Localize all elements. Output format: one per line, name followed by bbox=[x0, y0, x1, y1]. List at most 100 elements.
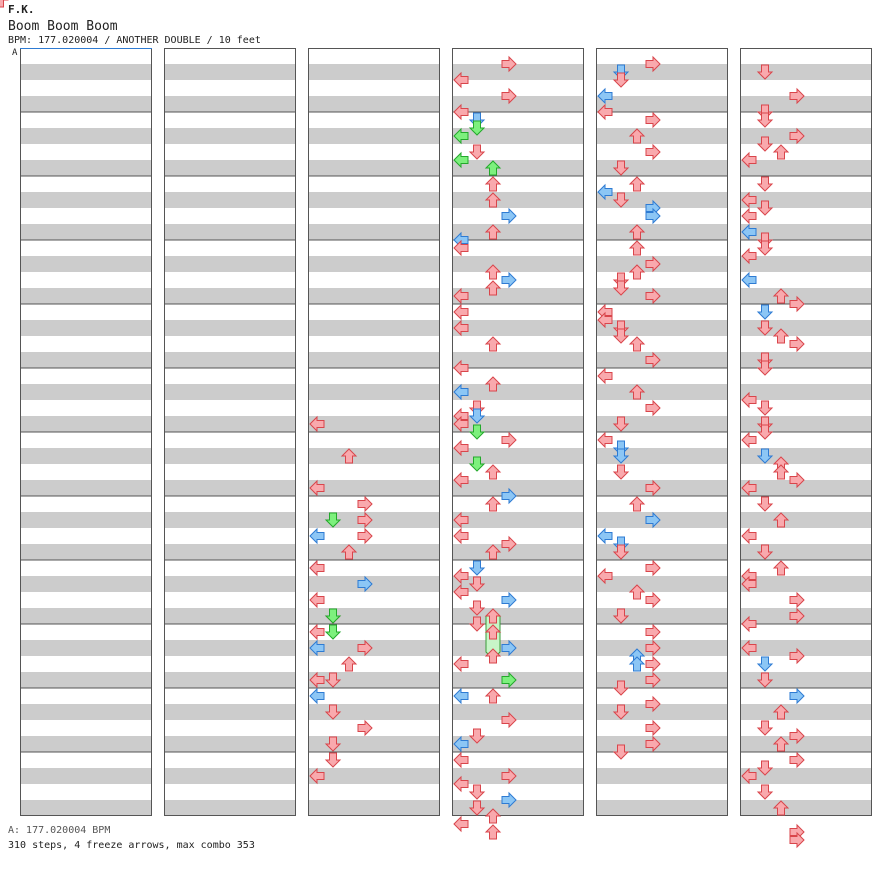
step-arrow bbox=[501, 535, 517, 553]
step-arrow bbox=[772, 464, 790, 480]
step-arrow bbox=[741, 527, 757, 545]
step-arrow bbox=[645, 639, 661, 657]
step-arrow bbox=[468, 144, 486, 160]
step-arrow bbox=[468, 456, 486, 472]
step-arrow bbox=[453, 511, 469, 529]
bpm-marker: A bbox=[12, 48, 18, 58]
chart-column bbox=[164, 48, 296, 816]
step-arrow bbox=[789, 687, 805, 705]
step-arrow bbox=[597, 431, 613, 449]
step-arrow bbox=[309, 527, 325, 545]
step-arrow bbox=[756, 400, 774, 416]
step-arrow bbox=[484, 160, 502, 176]
step-arrow bbox=[756, 176, 774, 192]
step-arrow bbox=[772, 144, 790, 160]
step-arrow bbox=[756, 360, 774, 376]
chart-column bbox=[20, 48, 152, 816]
step-arrow bbox=[612, 192, 630, 208]
step-arrow bbox=[772, 560, 790, 576]
step-arrow bbox=[468, 560, 486, 576]
step-arrow bbox=[484, 624, 502, 640]
step-arrow bbox=[468, 120, 486, 136]
step-arrow bbox=[756, 672, 774, 688]
step-arrow bbox=[484, 176, 502, 192]
step-arrow bbox=[468, 784, 486, 800]
step-arrow bbox=[597, 567, 613, 585]
step-arrow bbox=[741, 223, 757, 241]
step-arrow bbox=[309, 767, 325, 785]
step-arrow bbox=[772, 328, 790, 344]
step-arrow bbox=[741, 207, 757, 225]
step-arrow bbox=[756, 136, 774, 152]
step-arrow bbox=[741, 431, 757, 449]
step-arrow bbox=[324, 736, 342, 752]
step-arrow bbox=[756, 784, 774, 800]
step-arrow bbox=[597, 87, 613, 105]
step-arrow bbox=[645, 479, 661, 497]
bpm-legend: A: 177.020004 BPM bbox=[8, 825, 111, 836]
step-arrow bbox=[484, 224, 502, 240]
step-arrow bbox=[453, 527, 469, 545]
step-arrow bbox=[484, 280, 502, 296]
step-arrow bbox=[501, 639, 517, 657]
step-arrow bbox=[741, 615, 757, 633]
step-arrow bbox=[453, 303, 469, 321]
step-arrow bbox=[453, 655, 469, 673]
step-arrow bbox=[484, 824, 502, 840]
step-arrow bbox=[468, 408, 486, 424]
step-arrow bbox=[501, 271, 517, 289]
step-arrow bbox=[484, 464, 502, 480]
step-arrow bbox=[772, 800, 790, 816]
step-arrow bbox=[789, 87, 805, 105]
step-arrow bbox=[628, 496, 646, 512]
step-arrow bbox=[612, 416, 630, 432]
step-arrow bbox=[453, 415, 469, 433]
step-arrow bbox=[645, 207, 661, 225]
step-arrow bbox=[453, 567, 469, 585]
step-arrow bbox=[597, 367, 613, 385]
step-arrow bbox=[357, 575, 373, 593]
step-arrow bbox=[324, 704, 342, 720]
step-arrow bbox=[741, 191, 757, 209]
step-arrow bbox=[453, 751, 469, 769]
step-arrow bbox=[628, 128, 646, 144]
step-arrow bbox=[628, 240, 646, 256]
step-arrow bbox=[645, 111, 661, 129]
step-arrow bbox=[324, 672, 342, 688]
step-arrow bbox=[309, 639, 325, 657]
step-arrow bbox=[756, 200, 774, 216]
step-arrow bbox=[453, 287, 469, 305]
step-arrow bbox=[789, 607, 805, 625]
step-arrow bbox=[468, 728, 486, 744]
step-arrow bbox=[789, 751, 805, 769]
step-arrow bbox=[597, 311, 613, 329]
step-arrow bbox=[628, 224, 646, 240]
step-arrow bbox=[612, 680, 630, 696]
step-arrow bbox=[789, 335, 805, 353]
step-arrow bbox=[501, 711, 517, 729]
step-arrow bbox=[484, 648, 502, 664]
step-arrow bbox=[453, 439, 469, 457]
step-arrow bbox=[645, 255, 661, 273]
step-arrow bbox=[453, 775, 469, 793]
step-arrow bbox=[453, 319, 469, 337]
step-arrow bbox=[756, 320, 774, 336]
step-arrow bbox=[645, 695, 661, 713]
step-arrow bbox=[628, 336, 646, 352]
step-arrow bbox=[484, 808, 502, 824]
step-arrow bbox=[340, 544, 358, 560]
step-arrow bbox=[612, 328, 630, 344]
step-arrow bbox=[645, 591, 661, 609]
step-arrow bbox=[453, 103, 469, 121]
step-arrow bbox=[324, 608, 342, 624]
author-name: F.K. bbox=[8, 3, 35, 16]
step-arrow bbox=[612, 464, 630, 480]
step-arrow bbox=[468, 424, 486, 440]
step-arrow bbox=[612, 744, 630, 760]
step-arrow bbox=[597, 527, 613, 545]
step-arrow bbox=[468, 576, 486, 592]
step-arrow bbox=[484, 376, 502, 392]
chart-summary: 310 steps, 4 freeze arrows, max combo 35… bbox=[8, 840, 255, 851]
step-arrow bbox=[453, 71, 469, 89]
